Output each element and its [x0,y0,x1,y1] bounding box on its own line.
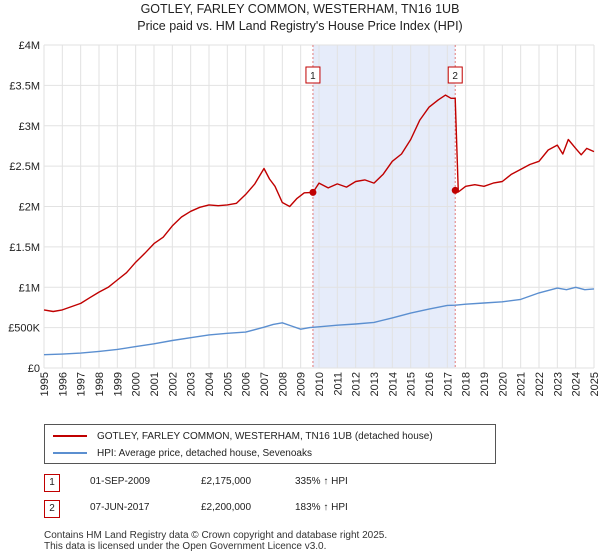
x-tick-label: 2006 [241,372,253,396]
x-tick-label: 2023 [552,372,564,396]
y-tick-label: £2.5M [9,161,40,173]
y-tick-label: £4M [19,40,40,52]
x-tick-label: 2014 [387,372,399,396]
footer-line-1: Contains HM Land Registry data © Crown c… [44,530,388,541]
x-tick-label: 2020 [497,372,509,396]
sale-point [309,188,317,196]
x-tick-label: 2021 [516,372,528,396]
y-tick-label: £3M [19,121,40,133]
sale-badge: 1 [44,474,60,492]
x-tick-label: 2022 [534,372,546,396]
chart-title: GOTLEY, FARLEY COMMON, WESTERHAM, TN16 1… [140,2,460,16]
y-tick-label: £500K [8,323,40,335]
sale-badge: 2 [44,500,60,518]
sale-label: 1 [310,71,316,82]
sale-hpi-change: 183% ↑ HPI [295,502,348,513]
x-tick-label: 1997 [76,372,88,396]
x-tick-label: 2017 [442,372,454,396]
x-tick-label: 2002 [167,372,179,396]
x-tick-label: 2013 [369,372,381,396]
sale-label-box [447,66,463,84]
series-line-hpi [43,286,595,356]
sale-price: £2,175,000 [201,476,252,487]
x-tick-label: 1995 [39,372,51,396]
sale-hpi-change: 335% ↑ HPI [295,476,348,487]
sale-price: £2,200,000 [201,502,252,513]
x-tick-label: 2001 [149,372,161,396]
price-chart: £0 £500K £1M £1.5M £2M £2.5M £3M £3.5M £4M 1995 19… [8,40,600,396]
x-tick-label: 2018 [461,372,473,396]
x-tick-label: 2024 [571,372,583,396]
legend-entry-hpi: HPI: Average price, detached house, Seve… [53,445,312,461]
legend-label-hpi: HPI: Average price, detached house, Seve… [97,447,312,459]
y-tick-label: £2M [19,202,40,214]
x-tick-label: 1999 [112,372,124,396]
sale-date: 07-JUN-2017 [90,502,150,513]
sale-date: 01-SEP-2009 [90,476,151,487]
y-tick-label: £1.5M [9,242,40,254]
x-tick-label: 2025 [589,372,600,396]
legend-entry-property: GOTLEY, FARLEY COMMON, WESTERHAM, TN16 1… [53,428,433,444]
sale-label-box [305,66,321,84]
footer-line-2: This data is licensed under the Open Gov… [44,541,327,552]
x-tick-label: 2004 [204,372,216,396]
y-tick-label: £3.5M [9,80,40,92]
x-tick-label: 2016 [424,372,436,396]
x-tick-label: 2008 [277,372,289,396]
x-tick-label: 1996 [57,372,69,396]
x-tick-label: 2012 [351,372,363,396]
legend-label-property: GOTLEY, FARLEY COMMON, WESTERHAM, TN16 1… [97,430,433,442]
sale-point [451,186,459,194]
x-tick-label: 1998 [94,372,106,396]
x-tick-label: 2000 [131,372,143,396]
y-tick-label: £1M [19,282,40,294]
legend-swatch-hpi [53,452,87,454]
series-line-property [43,94,595,313]
x-tick-label: 2005 [222,372,234,396]
x-tick-label: 2009 [296,372,308,396]
chart-subtitle: Price paid vs. HM Land Registry's House … [137,19,463,33]
x-tick-label: 2010 [314,372,326,396]
sale-label: 2 [452,71,458,82]
legend-swatch-property [53,435,87,437]
x-tick-label: 2011 [332,372,344,396]
x-tick-label: 2015 [406,372,418,396]
x-tick-label: 2019 [479,372,491,396]
legend: GOTLEY, FARLEY COMMON, WESTERHAM, TN16 1… [44,424,496,464]
footer: Contains HM Land Registry data © Crown c… [44,530,387,552]
x-tick-label: 2003 [186,372,198,396]
y-tick-label: £0 [28,363,40,375]
x-tick-label: 2007 [259,372,271,396]
